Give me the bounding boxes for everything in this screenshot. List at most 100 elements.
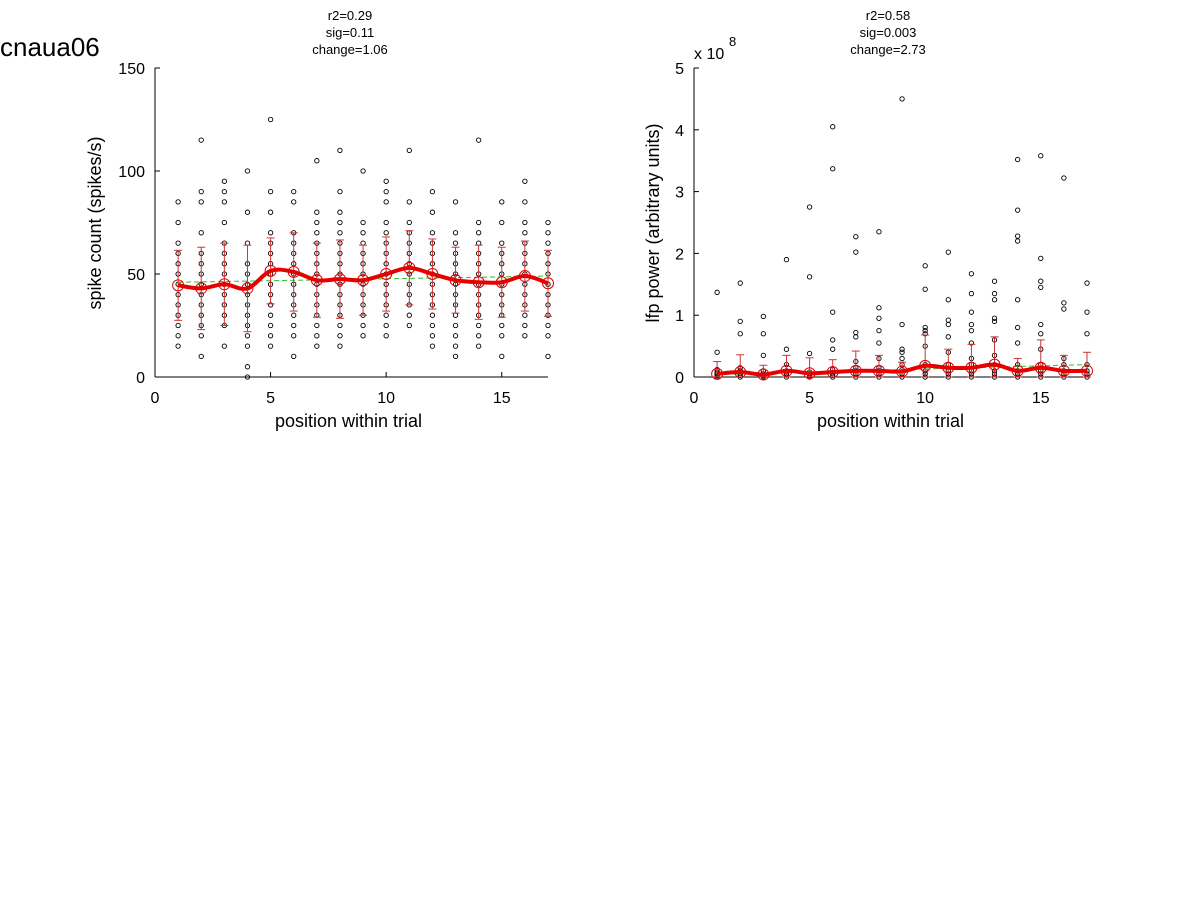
mean-marker xyxy=(1011,364,1024,377)
x-axis-label: position within trial xyxy=(275,411,422,431)
data-point xyxy=(806,274,813,280)
data-point xyxy=(291,353,297,360)
data-point xyxy=(267,188,274,195)
mean-marker xyxy=(264,264,277,277)
data-point xyxy=(499,322,505,329)
mean-marker xyxy=(849,364,862,377)
data-point xyxy=(429,312,436,318)
data-point xyxy=(360,333,366,339)
data-point xyxy=(968,271,975,277)
data-point xyxy=(314,343,320,349)
y-tick-label: 150 xyxy=(118,61,145,78)
data-point xyxy=(198,137,204,143)
data-point xyxy=(806,204,813,210)
data-point xyxy=(945,334,951,340)
x-tick-label: 10 xyxy=(377,390,395,407)
data-point xyxy=(383,178,389,184)
data-point xyxy=(1014,233,1021,239)
y-tick-label: 3 xyxy=(675,185,684,202)
data-point xyxy=(360,240,366,246)
data-point xyxy=(291,188,297,195)
data-point xyxy=(899,355,905,362)
data-point xyxy=(429,322,436,329)
x-tick-label: 5 xyxy=(805,390,814,407)
data-point xyxy=(244,240,251,246)
data-point xyxy=(452,312,459,318)
data-point xyxy=(452,353,459,360)
data-point xyxy=(760,352,767,359)
data-point xyxy=(267,116,274,123)
chart-title-line: change=2.73 xyxy=(850,42,926,57)
data-point xyxy=(945,297,951,303)
data-point xyxy=(830,337,836,343)
data-point xyxy=(221,188,228,195)
data-point xyxy=(499,199,505,205)
data-point xyxy=(991,315,998,321)
mean-marker xyxy=(357,274,370,287)
data-point xyxy=(406,219,412,226)
data-point xyxy=(830,166,836,172)
data-point xyxy=(360,168,366,174)
data-point xyxy=(475,240,482,246)
data-point xyxy=(383,333,389,339)
data-point xyxy=(853,234,859,240)
data-point xyxy=(221,199,228,205)
data-point xyxy=(830,124,836,130)
y-axis-label: spike count (spikes/s) xyxy=(85,136,105,309)
data-point xyxy=(968,290,975,297)
data-point xyxy=(806,350,813,357)
data-point xyxy=(1061,306,1067,312)
mean-marker xyxy=(803,367,816,380)
mean-line xyxy=(177,265,549,291)
data-point xyxy=(545,219,551,226)
data-point xyxy=(899,346,905,352)
data-point xyxy=(475,137,482,143)
data-point xyxy=(922,327,928,334)
data-point xyxy=(991,278,998,284)
data-point xyxy=(383,230,389,236)
data-point xyxy=(876,340,882,346)
data-point xyxy=(899,349,905,355)
data-point xyxy=(314,333,320,339)
x-tick-label: 15 xyxy=(493,390,511,407)
data-point xyxy=(314,322,320,329)
data-point xyxy=(337,230,343,236)
data-point xyxy=(876,229,882,235)
data-point xyxy=(337,219,343,226)
chart-title-line: sig=0.11 xyxy=(326,25,375,40)
mean-marker xyxy=(495,276,508,289)
mean-marker xyxy=(518,270,531,283)
data-point xyxy=(452,333,459,339)
chart-title-line: r2=0.58 xyxy=(866,8,910,23)
data-point xyxy=(406,147,412,154)
data-point xyxy=(337,188,343,195)
data-point xyxy=(360,230,366,236)
data-point xyxy=(291,199,297,205)
data-point xyxy=(830,346,836,352)
data-point xyxy=(221,219,228,226)
data-point xyxy=(968,327,975,334)
y-tick-label: 4 xyxy=(675,123,684,140)
data-point xyxy=(175,240,181,246)
data-point xyxy=(1014,297,1021,303)
mean-marker xyxy=(172,279,185,292)
mean-marker xyxy=(403,261,416,274)
data-point xyxy=(1014,156,1021,163)
data-point xyxy=(1061,300,1067,306)
data-point xyxy=(1014,324,1021,331)
data-point xyxy=(945,249,951,255)
data-point xyxy=(198,353,204,360)
data-point xyxy=(383,188,389,195)
mean-line xyxy=(716,362,1088,377)
data-point xyxy=(714,349,720,355)
chart-title-line: r2=0.29 xyxy=(328,8,372,23)
mean-marker xyxy=(426,268,439,280)
data-point xyxy=(337,147,343,154)
x-axis-label: position within trial xyxy=(817,411,964,431)
x-tick-label: 5 xyxy=(266,390,275,407)
data-point xyxy=(499,219,505,226)
data-point xyxy=(475,333,482,339)
mean-marker xyxy=(988,358,1001,371)
x-tick-label: 10 xyxy=(916,390,934,407)
